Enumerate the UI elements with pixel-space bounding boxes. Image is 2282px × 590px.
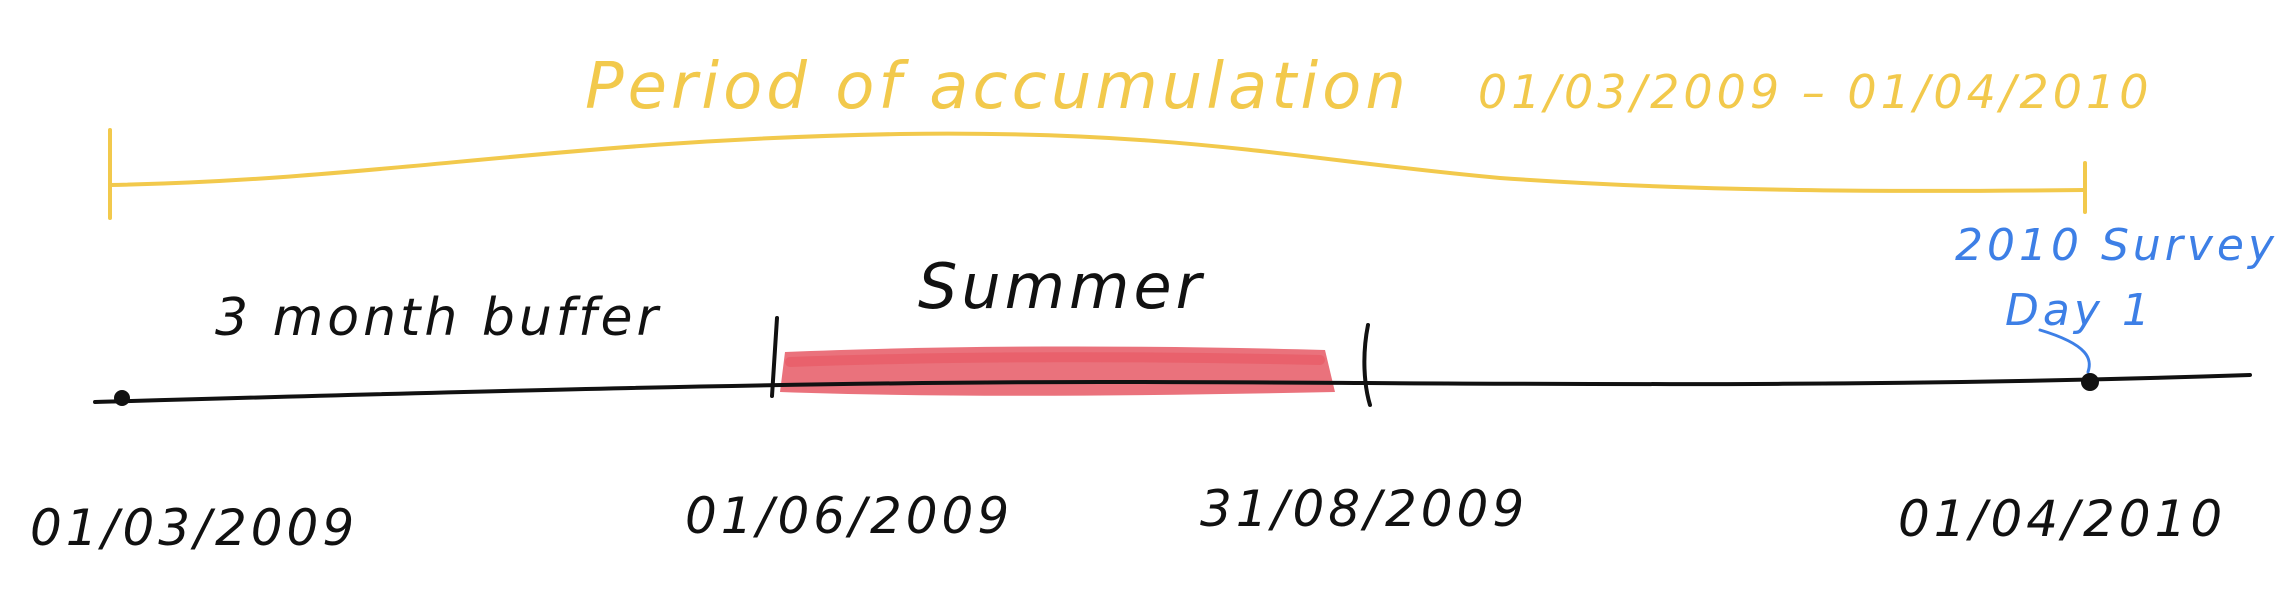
survey-pointer xyxy=(2038,328,2091,374)
buffer-label: 3 month buffer xyxy=(215,288,662,348)
date-start: 01/03/2009 xyxy=(30,499,358,557)
timeline-axis xyxy=(93,373,2252,404)
survey-dot xyxy=(2081,373,2099,391)
date-summer-end: 31/08/2009 xyxy=(1200,480,1528,538)
summer-label: Summer xyxy=(918,250,1205,323)
summer-highlight-stroke xyxy=(785,352,1325,367)
survey-label-line2: Day 1 xyxy=(2005,285,2154,336)
accumulation-bracket-curve xyxy=(108,131,2087,193)
start-dot xyxy=(114,390,130,406)
accumulation-title: Period of accumulation xyxy=(585,50,1410,124)
accumulation-range: 01/03/2009 – 01/04/2010 xyxy=(1478,65,2153,119)
summer-start-tick xyxy=(770,316,779,398)
survey-label-line1: 2010 Survey xyxy=(1955,220,2278,271)
summer-end-tick xyxy=(1362,323,1372,407)
date-end: 01/04/2010 xyxy=(1898,490,2226,548)
date-summer-start: 01/06/2009 xyxy=(685,487,1013,545)
